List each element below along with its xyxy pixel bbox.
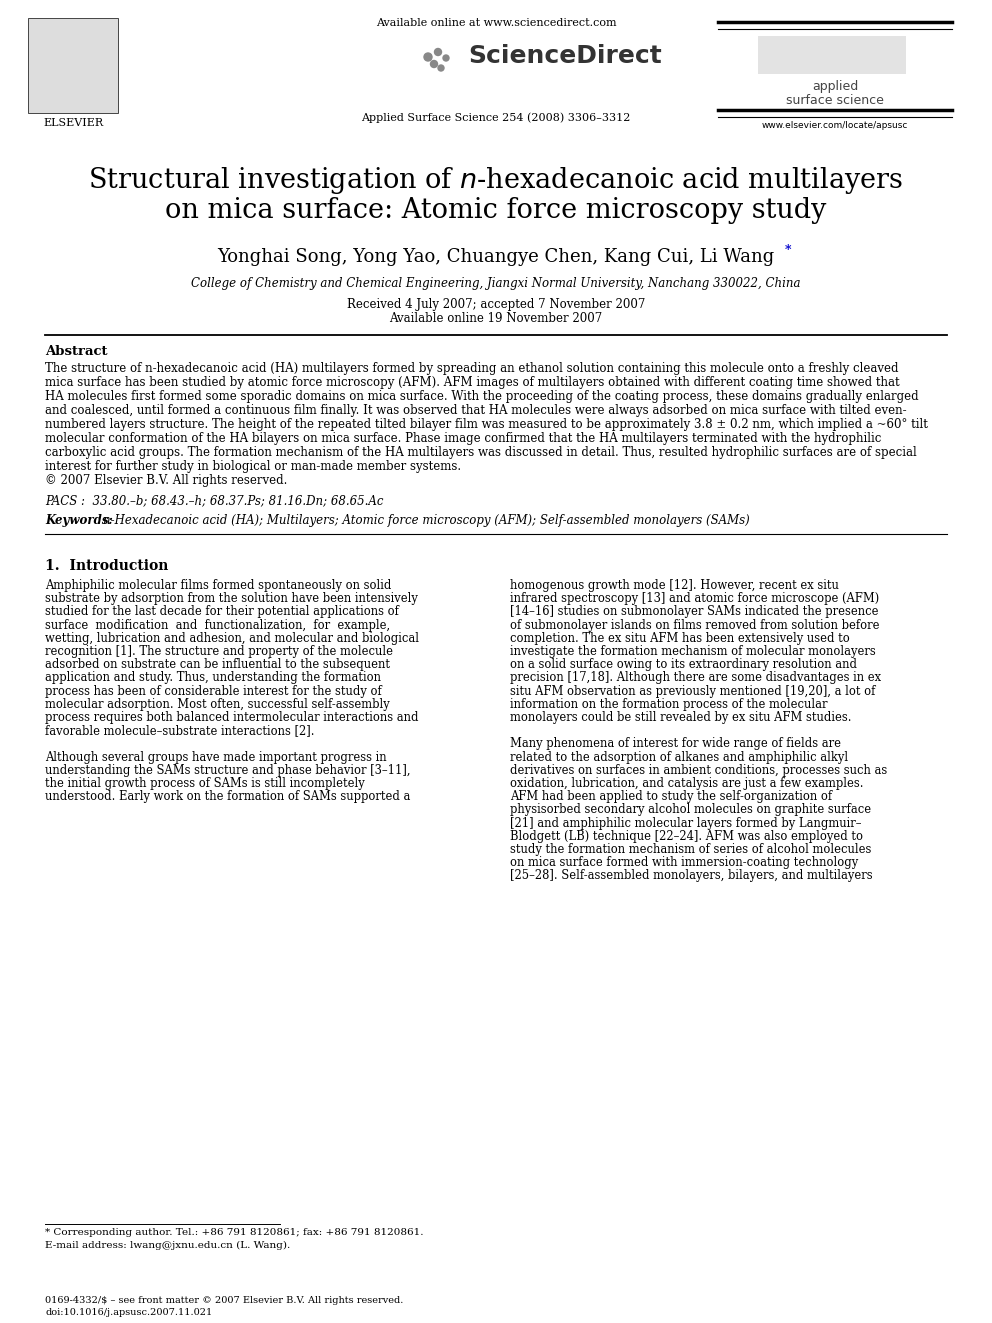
Text: 0169-4332/$ – see front matter © 2007 Elsevier B.V. All rights reserved.: 0169-4332/$ – see front matter © 2007 El… [45, 1297, 404, 1304]
Text: E-mail address: lwang@jxnu.edu.cn (L. Wang).: E-mail address: lwang@jxnu.edu.cn (L. Wa… [45, 1241, 291, 1250]
Text: information on the formation process of the molecular: information on the formation process of … [510, 697, 827, 710]
Text: on mica surface: Atomic force microscopy study: on mica surface: Atomic force microscopy… [166, 197, 826, 224]
Text: applied: applied [811, 79, 858, 93]
Circle shape [431, 61, 437, 67]
Text: investigate the formation mechanism of molecular monolayers: investigate the formation mechanism of m… [510, 646, 876, 658]
Text: wetting, lubrication and adhesion, and molecular and biological: wetting, lubrication and adhesion, and m… [45, 632, 419, 644]
Text: Keywords:: Keywords: [45, 515, 121, 527]
Text: precision [17,18]. Although there are some disadvantages in ex: precision [17,18]. Although there are so… [510, 671, 881, 684]
Text: Available online at www.sciencedirect.com: Available online at www.sciencedirect.co… [376, 19, 616, 28]
Text: AFM had been applied to study the self-organization of: AFM had been applied to study the self-o… [510, 790, 832, 803]
Text: carboxylic acid groups. The formation mechanism of the HA multilayers was discus: carboxylic acid groups. The formation me… [45, 446, 917, 459]
Text: molecular conformation of the HA bilayers on mica surface. Phase image confirmed: molecular conformation of the HA bilayer… [45, 433, 881, 445]
Text: understanding the SAMs structure and phase behavior [3–11],: understanding the SAMs structure and pha… [45, 763, 411, 777]
Text: surface  modification  and  functionalization,  for  example,: surface modification and functionalizati… [45, 619, 390, 631]
Text: studied for the last decade for their potential applications of: studied for the last decade for their po… [45, 606, 399, 618]
Text: Many phenomena of interest for wide range of fields are: Many phenomena of interest for wide rang… [510, 737, 841, 750]
Text: study the formation mechanism of series of alcohol molecules: study the formation mechanism of series … [510, 843, 871, 856]
Text: molecular adsorption. Most often, successful self-assembly: molecular adsorption. Most often, succes… [45, 697, 390, 710]
Text: www.elsevier.com/locate/apsusc: www.elsevier.com/locate/apsusc [762, 120, 909, 130]
Text: *: * [785, 243, 792, 257]
Text: situ AFM observation as previously mentioned [19,20], a lot of: situ AFM observation as previously menti… [510, 684, 875, 697]
Circle shape [443, 56, 449, 61]
Text: Abstract: Abstract [45, 345, 107, 359]
Text: ELSEVIER: ELSEVIER [43, 118, 103, 128]
Text: Received 4 July 2007; accepted 7 November 2007: Received 4 July 2007; accepted 7 Novembe… [347, 298, 645, 311]
Text: numbered layers structure. The height of the repeated tilted bilayer film was me: numbered layers structure. The height of… [45, 418, 928, 431]
Text: and coalesced, until formed a continuous film finally. It was observed that HA m: and coalesced, until formed a continuous… [45, 404, 907, 417]
Text: surface science: surface science [786, 94, 884, 107]
Circle shape [424, 53, 432, 61]
Text: infrared spectroscopy [13] and atomic force microscope (AFM): infrared spectroscopy [13] and atomic fo… [510, 593, 879, 605]
Text: College of Chemistry and Chemical Engineering, Jiangxi Normal University, Nancha: College of Chemistry and Chemical Engine… [191, 277, 801, 290]
Text: Applied Surface Science 254 (2008) 3306–3312: Applied Surface Science 254 (2008) 3306–… [361, 112, 631, 123]
Text: [25–28]. Self-assembled monolayers, bilayers, and multilayers: [25–28]. Self-assembled monolayers, bila… [510, 869, 873, 882]
Text: favorable molecule–substrate interactions [2].: favorable molecule–substrate interaction… [45, 724, 314, 737]
Circle shape [438, 65, 444, 71]
Text: monolayers could be still revealed by ex situ AFM studies.: monolayers could be still revealed by ex… [510, 710, 851, 724]
Text: [21] and amphiphilic molecular layers formed by Langmuir–: [21] and amphiphilic molecular layers fo… [510, 816, 861, 830]
Text: HA molecules first formed some sporadic domains on mica surface. With the procee: HA molecules first formed some sporadic … [45, 390, 919, 404]
Text: on mica surface formed with immersion-coating technology: on mica surface formed with immersion-co… [510, 856, 858, 869]
Text: application and study. Thus, understanding the formation: application and study. Thus, understandi… [45, 671, 381, 684]
Text: recognition [1]. The structure and property of the molecule: recognition [1]. The structure and prope… [45, 646, 393, 658]
Text: Yonghai Song, Yong Yao, Chuangye Chen, Kang Cui, Li Wang: Yonghai Song, Yong Yao, Chuangye Chen, K… [217, 247, 775, 266]
Text: process requires both balanced intermolecular interactions and: process requires both balanced intermole… [45, 710, 419, 724]
Text: 1.  Introduction: 1. Introduction [45, 560, 169, 573]
Text: derivatives on surfaces in ambient conditions, processes such as: derivatives on surfaces in ambient condi… [510, 763, 887, 777]
Text: Blodgett (LB) technique [22–24]. AFM was also employed to: Blodgett (LB) technique [22–24]. AFM was… [510, 830, 863, 843]
Text: completion. The ex situ AFM has been extensively used to: completion. The ex situ AFM has been ext… [510, 632, 850, 644]
Text: ScienceDirect: ScienceDirect [468, 44, 662, 67]
FancyBboxPatch shape [28, 19, 118, 112]
Text: adsorbed on substrate can be influential to the subsequent: adsorbed on substrate can be influential… [45, 659, 390, 671]
Text: physisorbed secondary alcohol molecules on graphite surface: physisorbed secondary alcohol molecules … [510, 803, 871, 816]
Text: process has been of considerable interest for the study of: process has been of considerable interes… [45, 684, 382, 697]
Text: related to the adsorption of alkanes and amphiphilic alkyl: related to the adsorption of alkanes and… [510, 750, 848, 763]
Text: [14–16] studies on submonolayer SAMs indicated the presence: [14–16] studies on submonolayer SAMs ind… [510, 606, 879, 618]
Text: doi:10.1016/j.apsusc.2007.11.021: doi:10.1016/j.apsusc.2007.11.021 [45, 1308, 212, 1316]
Text: * Corresponding author. Tel.: +86 791 8120861; fax: +86 791 8120861.: * Corresponding author. Tel.: +86 791 81… [45, 1228, 424, 1237]
Circle shape [434, 49, 441, 56]
Text: substrate by adsorption from the solution have been intensively: substrate by adsorption from the solutio… [45, 593, 418, 605]
Text: Structural investigation of $\mathit{n}$-hexadecanoic acid multilayers: Structural investigation of $\mathit{n}$… [88, 165, 904, 196]
Text: n-Hexadecanoic acid (HA); Multilayers; Atomic force microscopy (AFM); Self-assem: n-Hexadecanoic acid (HA); Multilayers; A… [103, 515, 750, 527]
Text: homogenous growth mode [12]. However, recent ex situ: homogenous growth mode [12]. However, re… [510, 579, 839, 591]
Text: Amphiphilic molecular films formed spontaneously on solid: Amphiphilic molecular films formed spont… [45, 579, 392, 591]
Text: PACS :  33.80.–b; 68.43.–h; 68.37.Ps; 81.16.Dn; 68.65.Ac: PACS : 33.80.–b; 68.43.–h; 68.37.Ps; 81.… [45, 493, 384, 507]
Text: on a solid surface owing to its extraordinary resolution and: on a solid surface owing to its extraord… [510, 659, 857, 671]
Text: the initial growth process of SAMs is still incompletely: the initial growth process of SAMs is st… [45, 777, 365, 790]
Text: Available online 19 November 2007: Available online 19 November 2007 [390, 312, 602, 325]
FancyBboxPatch shape [758, 36, 906, 74]
Text: mica surface has been studied by atomic force microscopy (AFM). AFM images of mu: mica surface has been studied by atomic … [45, 376, 900, 389]
Text: © 2007 Elsevier B.V. All rights reserved.: © 2007 Elsevier B.V. All rights reserved… [45, 474, 288, 487]
Text: of submonolayer islands on films removed from solution before: of submonolayer islands on films removed… [510, 619, 880, 631]
Text: oxidation, lubrication, and catalysis are just a few examples.: oxidation, lubrication, and catalysis ar… [510, 777, 863, 790]
Text: understood. Early work on the formation of SAMs supported a: understood. Early work on the formation … [45, 790, 411, 803]
Text: Although several groups have made important progress in: Although several groups have made import… [45, 750, 387, 763]
Text: interest for further study in biological or man-made member systems.: interest for further study in biological… [45, 460, 461, 474]
Text: The structure of n-hexadecanoic acid (HA) multilayers formed by spreading an eth: The structure of n-hexadecanoic acid (HA… [45, 363, 899, 374]
